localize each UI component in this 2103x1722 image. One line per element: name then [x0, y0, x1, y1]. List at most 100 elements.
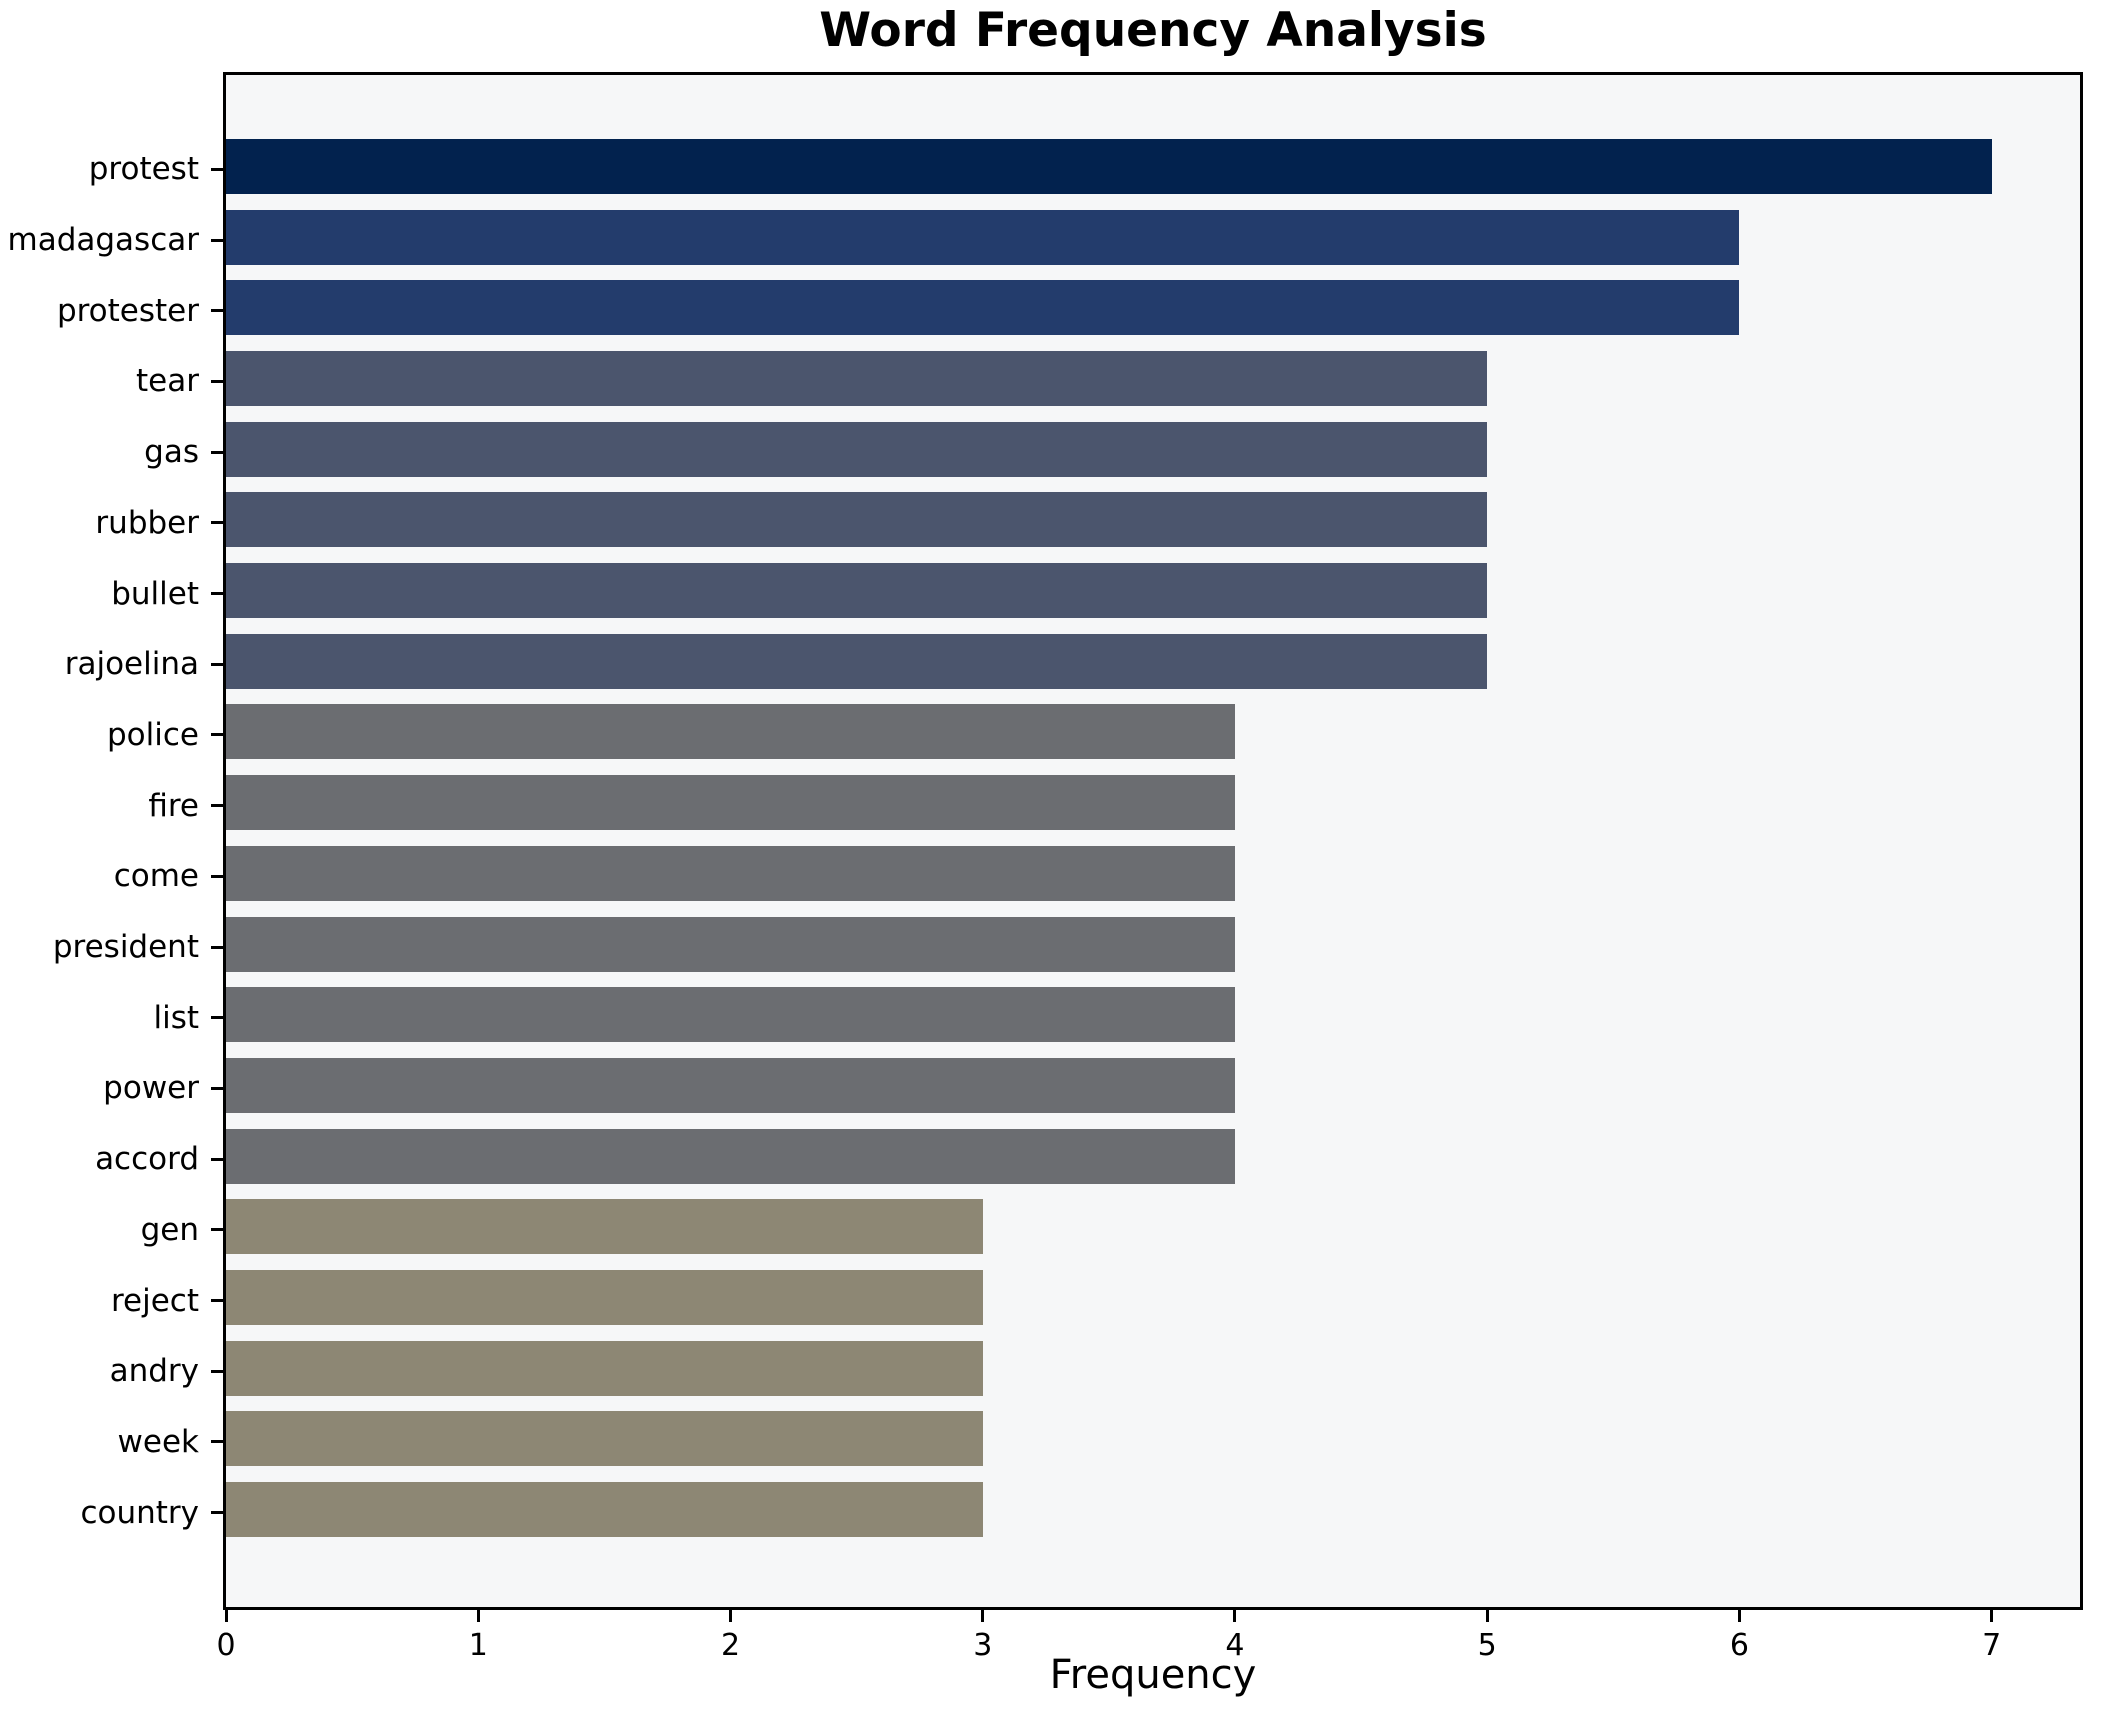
- x-tick-label-7: 7: [1982, 1628, 2002, 1663]
- y-tick-label-bullet: bullet: [111, 575, 199, 612]
- bar-row-rajoelina: [226, 633, 2080, 689]
- y-tick-label-list: list: [153, 999, 199, 1036]
- y-tick-label-protest: protest: [88, 151, 199, 188]
- x-tick-mark: [1233, 1610, 1237, 1622]
- bar-tear: [226, 350, 1488, 406]
- y-tick-label-reject: reject: [110, 1282, 199, 1319]
- bar-come: [226, 845, 1235, 901]
- bar-row-protester: [226, 280, 2080, 336]
- bar-row-andry: [226, 1340, 2080, 1396]
- bar-row-country: [226, 1482, 2080, 1538]
- x-tick-label-2: 2: [720, 1628, 741, 1663]
- bar-president: [226, 916, 1235, 972]
- y-tick-label-tear: tear: [136, 363, 199, 400]
- bar-row-rubber: [226, 492, 2080, 548]
- bar-row-reject: [226, 1270, 2080, 1326]
- y-tick-mark: [211, 238, 223, 242]
- y-tick-mark: [211, 874, 223, 878]
- y-tick-mark: [211, 945, 223, 949]
- y-tick-label-rajoelina: rajoelina: [64, 646, 199, 683]
- bar-accord: [226, 1128, 1235, 1184]
- bar-row-madagascar: [226, 209, 2080, 265]
- bar-row-week: [226, 1411, 2080, 1467]
- bar-protest: [226, 138, 1992, 194]
- bar-row-gen: [226, 1199, 2080, 1255]
- x-tick-label-6: 6: [1729, 1628, 1750, 1663]
- bar-andry: [226, 1340, 983, 1396]
- x-tick-mark: [476, 1610, 480, 1622]
- y-tick-label-gen: gen: [140, 1211, 199, 1248]
- y-tick-label-fire: fire: [148, 787, 199, 824]
- bar-row-fire: [226, 775, 2080, 831]
- bar-protester: [226, 280, 1740, 336]
- x-tick-mark: [1737, 1610, 1741, 1622]
- x-tick-mark: [224, 1610, 228, 1622]
- y-tick-label-andry: andry: [109, 1353, 199, 1390]
- bar-list: [226, 987, 1235, 1043]
- x-tick-mark: [1990, 1610, 1994, 1622]
- y-tick-mark: [211, 804, 223, 808]
- y-tick-mark: [211, 521, 223, 525]
- y-tick-label-protester: protester: [56, 292, 199, 329]
- y-tick-label-country: country: [80, 1494, 199, 1531]
- y-tick-mark: [211, 733, 223, 737]
- y-tick-mark: [211, 167, 223, 171]
- x-tick-label-1: 1: [468, 1628, 488, 1663]
- chart-title: Word Frequency Analysis: [819, 3, 1487, 58]
- y-tick-mark: [211, 450, 223, 454]
- y-tick-label-come: come: [113, 858, 199, 895]
- bar-row-president: [226, 916, 2080, 972]
- y-tick-mark: [211, 662, 223, 666]
- x-tick-mark: [728, 1610, 732, 1622]
- x-tick-mark: [1485, 1610, 1489, 1622]
- y-tick-mark: [211, 1440, 223, 1444]
- y-axis: protest madagascar protester tear gas rubber b…: [0, 75, 223, 1607]
- y-tick-mark: [211, 592, 223, 596]
- bar-madagascar: [226, 209, 1740, 265]
- y-tick-mark: [211, 309, 223, 313]
- bar-country: [226, 1482, 983, 1538]
- bar-rajoelina: [226, 633, 1488, 689]
- y-tick-mark: [211, 379, 223, 383]
- bar-gas: [226, 421, 1488, 477]
- bar-bullet: [226, 563, 1488, 619]
- bar-rubber: [226, 492, 1488, 548]
- bar-row-bullet: [226, 563, 2080, 619]
- bar-row-list: [226, 987, 2080, 1043]
- x-tick-label-4: 4: [1225, 1628, 1245, 1663]
- x-tick-label-0: 0: [216, 1628, 236, 1663]
- plot-area: [223, 72, 2083, 1610]
- x-axis: 0 1 2 3 4 5 6 7: [216, 1610, 2080, 1680]
- bar-reject: [226, 1270, 983, 1326]
- y-tick-mark: [211, 1086, 223, 1090]
- x-axis-label: Frequency: [1049, 1652, 1257, 1698]
- bar-fire: [226, 775, 1235, 831]
- bar-row-tear: [226, 350, 2080, 406]
- bar-row-gas: [226, 421, 2080, 477]
- y-tick-mark: [211, 1157, 223, 1161]
- bar-row-come: [226, 845, 2080, 901]
- x-tick-mark: [981, 1610, 985, 1622]
- bar-power: [226, 1057, 1235, 1113]
- y-tick-mark: [211, 1016, 223, 1020]
- y-tick-label-rubber: rubber: [95, 504, 199, 541]
- bar-row-accord: [226, 1128, 2080, 1184]
- bar-row-protest: [226, 138, 2080, 194]
- x-tick-label-5: 5: [1477, 1628, 1497, 1663]
- y-tick-label-power: power: [103, 1070, 199, 1107]
- y-tick-mark: [211, 1228, 223, 1232]
- y-tick-label-gas: gas: [144, 434, 199, 471]
- bar-row-police: [226, 704, 2080, 760]
- x-tick-label-3: 3: [973, 1628, 993, 1663]
- y-tick-mark: [211, 1511, 223, 1515]
- bar-police: [226, 704, 1235, 760]
- bar-week: [226, 1411, 983, 1467]
- y-tick-label-accord: accord: [95, 1141, 199, 1178]
- y-tick-mark: [211, 1299, 223, 1303]
- y-tick-label-week: week: [117, 1423, 199, 1460]
- y-tick-mark: [211, 1369, 223, 1373]
- y-tick-label-president: president: [52, 929, 199, 966]
- y-tick-label-police: police: [107, 716, 199, 753]
- bar-gen: [226, 1199, 983, 1255]
